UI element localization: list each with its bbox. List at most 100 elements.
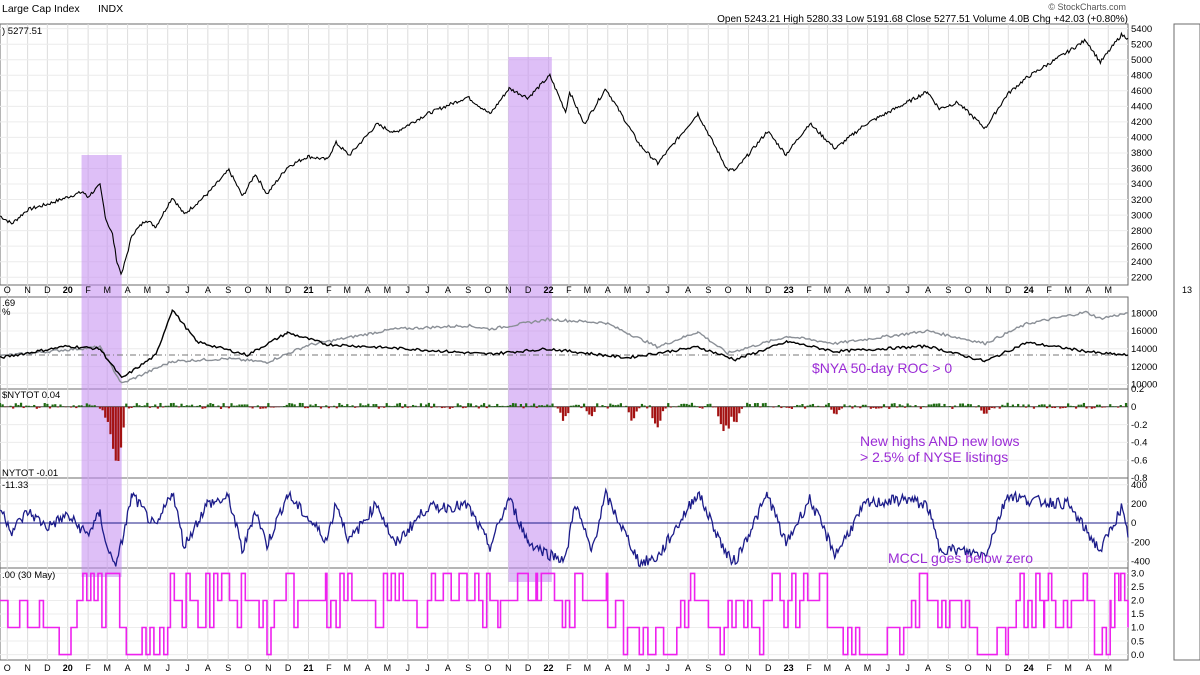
x-tick-label: S (705, 285, 711, 295)
x-tick-label: M (584, 285, 592, 295)
composite-y-tick-label: 0.0 (1131, 650, 1144, 661)
x-tick-label: A (205, 285, 211, 295)
price-y-tick-label: 4600 (1131, 86, 1152, 97)
x-tick-label: N (985, 285, 992, 295)
x-tick-label: 23 (784, 663, 794, 673)
x-tick-label: 21 (303, 663, 313, 673)
x-tick-label: M (624, 663, 632, 673)
composite-legend: .00 (30 May) (2, 570, 55, 581)
price-y-tick-label: 4200 (1131, 117, 1152, 128)
x-tick-label: S (945, 285, 951, 295)
x-tick-label: N (985, 663, 992, 673)
price-y-tick-label: 4400 (1131, 102, 1152, 113)
nya-y-tick-label: 18000 (1131, 308, 1157, 319)
nya-legend-unit: % (2, 307, 11, 318)
side-panel-frame (1173, 23, 1200, 661)
price-panel-frame (0, 23, 1129, 286)
price-y-tick-label: 3200 (1131, 195, 1152, 206)
x-tick-label: O (965, 285, 972, 295)
price-y-tick-label: 2600 (1131, 241, 1152, 252)
x-tick-label: J (905, 285, 910, 295)
x-tick-label: J (425, 285, 430, 295)
x-tick-label: D (525, 663, 532, 673)
x-tick-label: A (125, 663, 131, 673)
x-tick-label: O (4, 663, 11, 673)
x-tick-label: O (244, 663, 251, 673)
x-tick-label: A (445, 663, 451, 673)
nya-reference-line (0, 310, 1129, 384)
nya-y-tick-label: 12000 (1131, 362, 1157, 373)
x-tick-label: N (24, 285, 31, 295)
x-tick-label: M (1064, 663, 1072, 673)
x-tick-label: J (646, 663, 651, 673)
x-tick-label: 23 (784, 285, 794, 295)
x-tick-label: A (605, 663, 611, 673)
composite-y-tick-label: 3.0 (1131, 569, 1144, 580)
x-tick-label: J (665, 285, 670, 295)
x-tick-label: N (745, 663, 752, 673)
side-axis-label: 13 (1182, 285, 1192, 295)
x-tick-label: D (44, 285, 51, 295)
hilo-y-tick-label: -0.2 (1131, 420, 1147, 431)
x-tick-label: A (125, 285, 131, 295)
x-tick-label: F (85, 285, 91, 295)
highlight-band (508, 57, 552, 582)
nya-y-tick-label: 10000 (1131, 380, 1157, 391)
mccl-legend-value: -11.33 (2, 480, 28, 491)
x-tick-label: F (806, 285, 812, 295)
chart-exchange: INDX (98, 3, 123, 15)
x-tick-label: M (344, 663, 352, 673)
price-y-tick-label: 3000 (1131, 210, 1152, 221)
x-tick-label: M (344, 285, 352, 295)
x-tick-label: J (185, 285, 190, 295)
nya-y-tick-label: 14000 (1131, 344, 1157, 355)
x-tick-label: M (864, 285, 872, 295)
x-tick-label: N (265, 285, 272, 295)
price-y-tick-label: 5200 (1131, 39, 1152, 50)
composite-y-tick-label: 1.0 (1131, 623, 1144, 634)
x-tick-label: O (485, 663, 492, 673)
mccl-y-tick-label: 0 (1131, 518, 1136, 529)
x-tick-label: O (725, 285, 732, 295)
x-tick-label: 24 (1024, 663, 1034, 673)
x-tick-label: A (445, 285, 451, 295)
x-tick-label: M (824, 285, 832, 295)
x-tick-label: A (685, 663, 691, 673)
composite-y-tick-label: 2.0 (1131, 596, 1144, 607)
hilo-y-tick-label: 0 (1131, 402, 1136, 413)
x-tick-label: 21 (303, 285, 313, 295)
x-tick-label: J (185, 663, 190, 673)
x-tick-label: S (945, 663, 951, 673)
mccl-y-tick-label: 200 (1131, 499, 1147, 510)
x-tick-label: M (624, 285, 632, 295)
x-tick-label: O (244, 285, 251, 295)
hilo-y-tick-label: -0.4 (1131, 438, 1147, 449)
x-tick-label: M (1064, 285, 1072, 295)
x-tick-label: F (566, 663, 572, 673)
x-tick-label: M (1105, 663, 1113, 673)
x-tick-label: D (525, 285, 532, 295)
x-tick-label: J (886, 663, 891, 673)
x-tick-label: M (384, 663, 392, 673)
price-y-tick-label: 5000 (1131, 55, 1152, 66)
price-last-value: ) 5277.51 (2, 26, 42, 37)
nya-roc-line (0, 309, 1129, 379)
chart-title: Large Cap Index (2, 3, 80, 15)
x-tick-label: A (205, 663, 211, 673)
x-tick-label: J (905, 663, 910, 673)
x-tick-label: A (365, 285, 371, 295)
x-tick-label: O (485, 285, 492, 295)
composite-y-tick-label: 2.5 (1131, 582, 1144, 593)
x-tick-label: J (406, 663, 411, 673)
x-tick-label: J (425, 663, 430, 673)
x-tick-label: F (1046, 663, 1052, 673)
hilo-bars (0, 402, 1128, 461)
x-tick-label: N (265, 663, 272, 673)
x-tick-label: S (465, 285, 471, 295)
x-tick-label: N (505, 285, 512, 295)
x-tick-label: S (225, 285, 231, 295)
x-tick-label: M (384, 285, 392, 295)
price-y-tick-label: 4000 (1131, 133, 1152, 144)
x-tick-label: J (886, 285, 891, 295)
